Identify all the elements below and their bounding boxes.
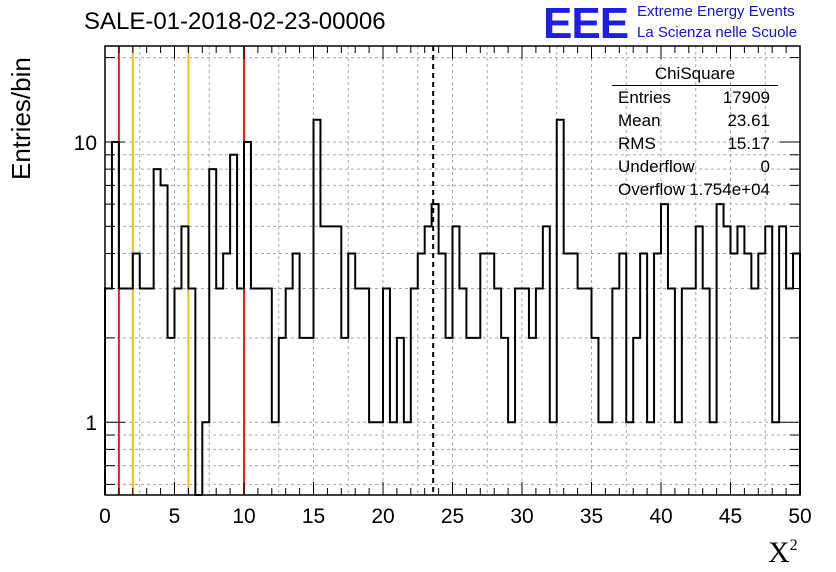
stats-title: ChiSquare xyxy=(612,64,778,86)
y-tick-labels: 1 10 xyxy=(74,132,97,435)
histogram-line xyxy=(104,118,801,496)
x-tick-label: 10 xyxy=(232,505,255,528)
x-tick-label: 50 xyxy=(788,505,811,528)
x-tick-label: 15 xyxy=(302,505,325,528)
axis-ticks xyxy=(104,46,801,495)
logo-line-1: Extreme Energy Events xyxy=(637,3,795,20)
x-axis-label: X2 xyxy=(768,536,798,570)
logo-line-2: La Scienza nelle Scuole xyxy=(637,24,798,41)
stats-label: Underflow xyxy=(618,157,695,176)
stats-value: 1.754e+04 xyxy=(689,180,770,199)
stats-row-rms: RMS 15.17 xyxy=(612,132,778,155)
x-tick-label: 5 xyxy=(169,505,181,528)
eee-logo: EEE xyxy=(543,0,629,48)
stats-row-underflow: Underflow 0 xyxy=(612,155,778,178)
stats-row-mean: Mean 23.61 xyxy=(612,109,778,132)
chart-title: SALE-01-2018-02-23-00006 xyxy=(84,8,386,35)
marker-lines xyxy=(117,46,435,495)
stats-row-entries: Entries 17909 xyxy=(612,86,778,109)
y-tick-label: 10 xyxy=(74,132,97,155)
stats-label: Entries xyxy=(618,88,671,107)
x-tick-label: 40 xyxy=(649,505,672,528)
x-tick-label: 20 xyxy=(371,505,394,528)
x-axis-label-main: X xyxy=(768,536,790,569)
stats-box: ChiSquare Entries 17909 Mean 23.61 RMS 15.1… xyxy=(612,64,778,201)
stats-label: Mean xyxy=(618,111,661,130)
x-tick-label: 25 xyxy=(441,505,464,528)
y-tick-label: 1 xyxy=(85,412,97,435)
stats-label: RMS xyxy=(618,134,656,153)
stats-value: 0 xyxy=(760,157,770,176)
stats-value: 17909 xyxy=(722,88,770,107)
x-axis-label-superscript: 2 xyxy=(789,537,798,554)
stats-value: 15.17 xyxy=(727,134,770,153)
stats-value: 23.61 xyxy=(727,111,770,130)
x-tick-label: 30 xyxy=(510,505,533,528)
stats-row-overflow: Overflow 1.754e+04 xyxy=(612,178,778,201)
x-tick-label: 35 xyxy=(580,505,603,528)
stats-label: Overflow xyxy=(618,180,686,199)
x-tick-label: 45 xyxy=(719,505,742,528)
x-tick-label: 0 xyxy=(99,505,111,528)
x-tick-labels: 0 5 10 15 20 25 30 35 40 45 50 xyxy=(99,505,812,528)
